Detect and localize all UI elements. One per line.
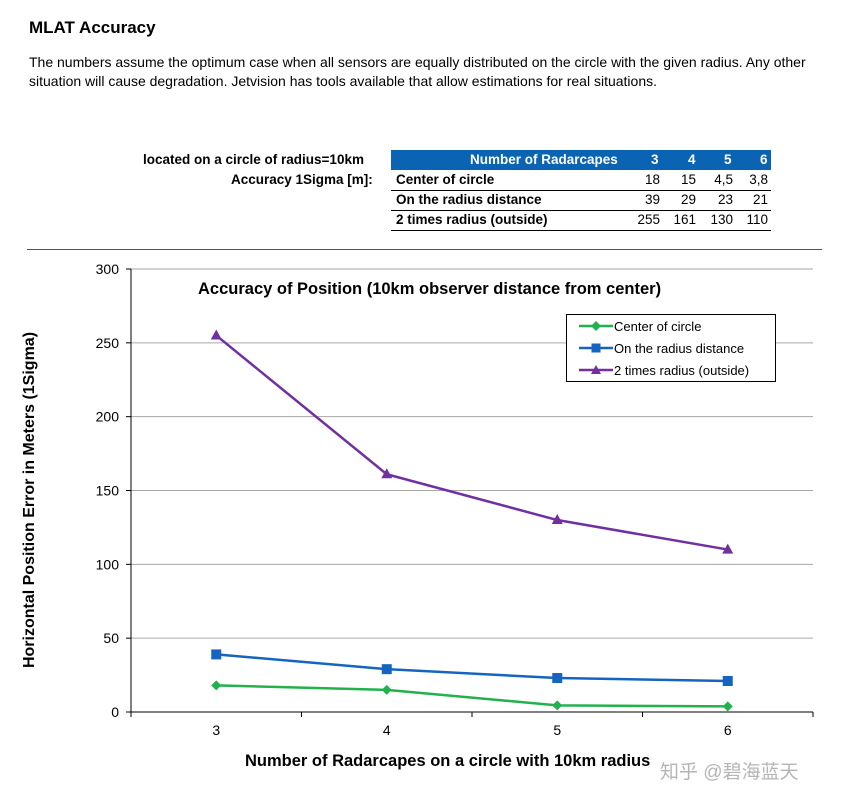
legend-item-radius: On the radius distance bbox=[567, 338, 775, 358]
y-tick-label: 200 bbox=[96, 409, 120, 425]
watermark: 知乎 @碧海蓝天 bbox=[660, 762, 799, 783]
table-row-divider bbox=[391, 210, 771, 211]
chart-legend: Center of circle On the radius distance … bbox=[566, 314, 776, 382]
data-point bbox=[210, 329, 222, 340]
data-point bbox=[211, 680, 222, 691]
data-point bbox=[722, 701, 733, 712]
y-tick-label: 100 bbox=[96, 556, 120, 572]
table-cell: 3,8 bbox=[749, 172, 768, 187]
table-header-bar bbox=[391, 150, 771, 170]
table-col-header: Number of Radarcapes bbox=[470, 152, 618, 167]
table-cell: 29 bbox=[680, 192, 696, 207]
series-line-2 bbox=[216, 653, 728, 683]
y-tick-label: 150 bbox=[96, 483, 120, 499]
data-point bbox=[381, 468, 393, 479]
y-tick-label: 300 bbox=[96, 261, 120, 277]
y-tick-label: 50 bbox=[103, 630, 119, 646]
table-cell: 15 bbox=[680, 172, 696, 187]
legend-marker-triangle bbox=[579, 365, 613, 374]
table-col-6: 6 bbox=[760, 152, 768, 167]
x-tick-label: 3 bbox=[212, 722, 220, 738]
table-cell: 21 bbox=[752, 192, 768, 207]
legend-label: 2 times radius (outside) bbox=[614, 363, 750, 378]
x-tick-label: 4 bbox=[383, 722, 391, 738]
series-line-3 bbox=[215, 334, 728, 551]
table-row-label-2: 2 times radius (outside) bbox=[396, 212, 548, 227]
data-point bbox=[551, 514, 563, 525]
table-cell: 130 bbox=[710, 212, 733, 227]
y-axis-label: Horizontal Position Error in Meters (1Si… bbox=[10, 280, 50, 720]
table-bottom-line bbox=[391, 230, 771, 231]
table-row-divider bbox=[391, 190, 771, 191]
x-axis-label: Number of Radarcapes on a circle with 10… bbox=[245, 752, 651, 770]
y-tick-label: 0 bbox=[111, 704, 119, 720]
data-point bbox=[381, 684, 392, 695]
data-point bbox=[381, 664, 392, 675]
table-cell: 4,5 bbox=[714, 172, 733, 187]
x-tick-label: 5 bbox=[553, 722, 561, 738]
data-point bbox=[552, 700, 563, 711]
data-point bbox=[211, 649, 222, 660]
section-divider bbox=[27, 249, 822, 250]
data-point bbox=[722, 675, 733, 686]
table-row-label: Accuracy 1Sigma [m]: bbox=[231, 172, 373, 187]
table-cell: 23 bbox=[717, 192, 733, 207]
y-tick-label: 250 bbox=[96, 335, 120, 351]
line-chart: 0 50 100 150 200 250 300 3 4 5 6 bbox=[96, 261, 814, 738]
legend-item-center: Center of circle bbox=[567, 316, 775, 336]
legend-item-outside: 2 times radius (outside) bbox=[567, 360, 775, 380]
data-point bbox=[552, 673, 563, 684]
y-axis-label-text: Horizontal Position Error in Meters (1Si… bbox=[21, 331, 38, 669]
table-row-label-0: Center of circle bbox=[396, 172, 495, 187]
x-tick-label: 6 bbox=[724, 722, 732, 738]
legend-marker-diamond bbox=[579, 321, 613, 331]
table-col-3: 3 bbox=[651, 152, 659, 167]
table-cell: 161 bbox=[673, 212, 696, 227]
table-left-header: located on a circle of radius=10km bbox=[143, 152, 364, 167]
table-cell: 110 bbox=[746, 212, 768, 227]
data-point bbox=[722, 543, 734, 554]
legend-label: On the radius distance bbox=[614, 341, 745, 356]
series-line-1 bbox=[216, 684, 728, 708]
table-cell: 255 bbox=[637, 212, 660, 227]
legend-marker-square bbox=[579, 343, 613, 353]
table-cell: 18 bbox=[644, 172, 660, 187]
page-title: MLAT Accuracy bbox=[29, 18, 156, 37]
chart-title: Accuracy of Position (10km observer dist… bbox=[198, 280, 662, 298]
legend-label: Center of circle bbox=[614, 319, 702, 334]
table-col-5: 5 bbox=[724, 152, 732, 167]
table-row-label-1: On the radius distance bbox=[396, 192, 542, 207]
intro-paragraph: The numbers assume the optimum case when… bbox=[29, 54, 806, 89]
table-cell: 39 bbox=[644, 192, 660, 207]
table-col-4: 4 bbox=[688, 152, 696, 167]
